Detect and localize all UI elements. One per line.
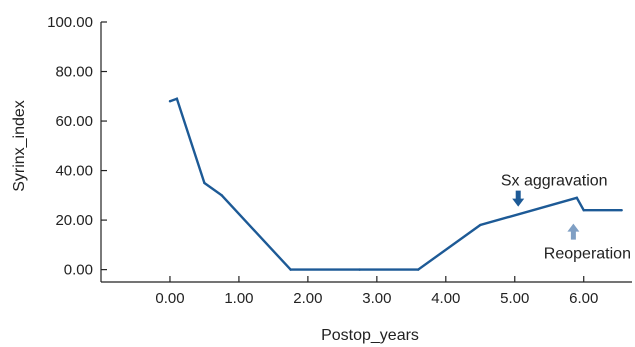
y-axis: 0.00 20.00 40.00 60.00 80.00 100.00 <box>47 14 107 282</box>
data-point <box>620 208 623 212</box>
data-point <box>220 194 223 197</box>
data-point <box>479 223 482 227</box>
data-point <box>168 100 172 103</box>
y-tick-label: 20.00 <box>55 212 93 229</box>
annotations: Sx aggravation Reoperation <box>501 173 631 263</box>
x-tick-label: 3.00 <box>362 290 391 307</box>
data-point <box>417 268 420 271</box>
arrow-down-icon <box>512 190 525 207</box>
data-point <box>289 268 292 271</box>
annotation-label: Sx aggravation <box>501 173 608 190</box>
x-tick-label: 5.00 <box>500 290 529 307</box>
y-tick-label: 40.00 <box>55 163 93 180</box>
x-tick-label: 1.00 <box>224 290 253 307</box>
series <box>168 97 623 271</box>
y-axis-title: Syrinx_index <box>11 100 28 192</box>
x-tick-label: 6.00 <box>569 290 598 307</box>
x-tick-label: 0.00 <box>155 290 184 307</box>
annotation-label: Reoperation <box>544 246 631 263</box>
y-tick-label: 0.00 <box>64 262 93 279</box>
y-tick-label: 100.00 <box>47 14 93 31</box>
data-point <box>582 208 585 212</box>
y-tick-label: 60.00 <box>55 113 93 130</box>
x-axis: 0.00 1.00 2.00 3.00 4.00 5.00 6.00 <box>101 276 632 307</box>
x-axis-title: Postop_years <box>321 327 419 344</box>
x-tick-label: 2.00 <box>293 290 322 307</box>
data-point <box>175 97 179 100</box>
data-point <box>575 196 579 200</box>
y-tick-label: 80.00 <box>55 64 93 81</box>
data-point <box>203 181 206 185</box>
data-point <box>358 268 361 271</box>
x-tick-label: 4.00 <box>431 290 460 307</box>
arrow-up-icon <box>567 223 580 240</box>
